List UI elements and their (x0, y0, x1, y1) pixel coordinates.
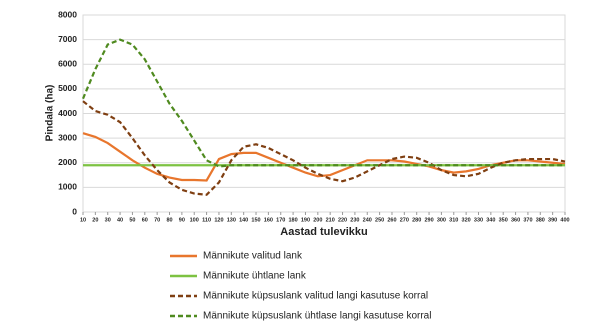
y-axis-title: Pindala (ha) (45, 85, 56, 142)
y-tick-label: 6000 (58, 59, 77, 69)
legend-label: Männikute valitud lank (203, 251, 303, 262)
y-tick-label: 8000 (58, 9, 77, 19)
x-tick-label: 270 (400, 217, 409, 223)
x-tick-label: 250 (375, 217, 384, 223)
x-tick-label: 80 (166, 217, 172, 223)
y-tick-label: 5000 (58, 83, 77, 93)
legend-label: Männikute küpsuslank valitud langi kasut… (203, 291, 428, 302)
x-tick-label: 190 (301, 217, 310, 223)
x-tick-label: 100 (190, 217, 199, 223)
y-tick-label: 4000 (58, 108, 77, 118)
x-tick-label: 180 (289, 217, 298, 223)
x-tick-label: 150 (251, 217, 260, 223)
x-tick-label: 300 (437, 217, 446, 223)
x-tick-label: 90 (179, 217, 185, 223)
x-tick-label: 390 (548, 217, 557, 223)
x-tick-label: 380 (536, 217, 545, 223)
x-tick-label: 230 (350, 217, 359, 223)
series-line (81, 38, 565, 168)
x-tick-label: 400 (560, 217, 569, 223)
series-line (82, 132, 566, 182)
x-tick-label: 350 (499, 217, 508, 223)
x-tick-label: 60 (142, 217, 148, 223)
series-line (82, 100, 566, 196)
y-tick-label: 1000 (58, 182, 77, 192)
y-tick-label: 2000 (58, 157, 77, 167)
x-tick-label: 70 (154, 217, 160, 223)
x-tick-label: 110 (202, 217, 211, 223)
x-tick-label: 50 (129, 217, 135, 223)
x-tick-label: 340 (486, 217, 495, 223)
x-tick-label: 170 (276, 217, 285, 223)
x-tick-label: 140 (239, 217, 248, 223)
y-tick-label: 0 (72, 206, 77, 216)
legend-label: Männikute küpsuslank ühtlase langi kasut… (203, 311, 431, 322)
x-tick-label: 290 (424, 217, 433, 223)
y-tick-label: 7000 (58, 34, 77, 44)
x-tick-label: 30 (105, 217, 111, 223)
x-tick-label: 360 (511, 217, 520, 223)
x-tick-label: 220 (338, 217, 347, 223)
x-tick-label: 40 (117, 217, 123, 223)
x-tick-label: 370 (523, 217, 532, 223)
x-tick-label: 240 (363, 217, 372, 223)
legend-label: Männikute ühtlane lank (203, 271, 307, 282)
x-tick-label: 310 (449, 217, 458, 223)
x-tick-label: 280 (412, 217, 421, 223)
x-axis-title: Aastad tulevikku (280, 226, 367, 238)
x-tick-label: 130 (227, 217, 236, 223)
x-tick-label: 10 (80, 217, 86, 223)
x-tick-label: 330 (474, 217, 483, 223)
x-tick-label: 320 (462, 217, 471, 223)
x-tick-label: 20 (92, 217, 98, 223)
x-tick-label: 200 (313, 217, 322, 223)
x-tick-label: 260 (387, 217, 396, 223)
x-tick-label: 160 (264, 217, 273, 223)
x-tick-label: 120 (214, 217, 223, 223)
x-tick-label: 210 (326, 217, 335, 223)
y-tick-label: 3000 (58, 132, 77, 142)
